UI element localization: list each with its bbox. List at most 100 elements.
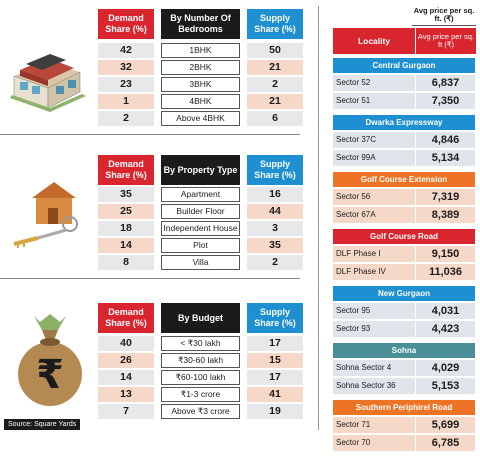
supply-share-cell: 19 — [247, 404, 303, 419]
locality-row: Sector 51 7,350 — [333, 93, 475, 109]
category-cell: 1BHK — [161, 43, 240, 58]
supply-share-cell: 50 — [247, 43, 303, 58]
locality-name: Sector 95 — [336, 306, 371, 315]
supply-share-cell: 17 — [247, 370, 303, 385]
locality-price: 4,423 — [415, 321, 475, 337]
group-title: Sohna — [333, 343, 475, 358]
house-model-icon — [10, 54, 86, 112]
supply-share-cell: 17 — [247, 336, 303, 351]
budget-demand-header: Demand Share (%) — [98, 303, 154, 333]
demand-share-cell: 14 — [98, 238, 154, 253]
rupee-money-bag-icon: ₹ — [18, 314, 82, 406]
table-row: 32 2BHK 21 — [98, 60, 303, 75]
locality-price: 6,785 — [415, 435, 475, 451]
demand-share-cell: 26 — [98, 353, 154, 368]
category-cell: Above 4BHK — [161, 111, 240, 126]
locality-row: Sector 71 5,699 — [333, 417, 475, 433]
locality-row: Sohna Sector 4 4,029 — [333, 360, 475, 376]
locality-name: Sohna Sector 36 — [336, 381, 396, 390]
price-table-header: Locality Avg price per sq. ft (₹) — [333, 28, 476, 54]
section-divider — [0, 278, 300, 279]
locality-group: New Gurgaon Sector 95 4,031 Sector 93 4,423 — [333, 286, 475, 337]
category-cell: ₹30-60 lakh — [161, 353, 240, 368]
property-type-table: 35 Apartment 16 25 Builder Floor 44 18 Independ… — [98, 187, 303, 272]
bedrooms-supply-header: Supply Share (%) — [247, 9, 303, 39]
vertical-divider — [318, 6, 319, 430]
locality-name: Sector 37C — [336, 135, 377, 144]
price-header: Avg price per sq. ft (₹) — [415, 28, 476, 54]
demand-share-cell: 42 — [98, 43, 154, 58]
locality-group: Sohna Sohna Sector 4 4,029 Sohna Sector 36 5… — [333, 343, 475, 394]
table-row: 13 ₹1-3 crore 41 — [98, 387, 303, 402]
category-cell: Villa — [161, 255, 240, 270]
avg-price-caption: Avg price per sq. ft. (₹) — [412, 7, 476, 26]
table-row: 7 Above ₹3 crore 19 — [98, 404, 303, 419]
locality-group: Central Gurgaon Sector 52 6,837 Sector 51 7,… — [333, 58, 475, 109]
locality-price: 7,350 — [415, 93, 475, 109]
locality-row: Sector 70 6,785 — [333, 435, 475, 451]
supply-share-cell: 6 — [247, 111, 303, 126]
locality-name: DLF Phase I — [336, 249, 381, 258]
supply-share-cell: 2 — [247, 255, 303, 270]
category-cell: Apartment — [161, 187, 240, 202]
locality-row: Sohna Sector 36 5,153 — [333, 378, 475, 394]
table-row: 1 4BHK 21 — [98, 94, 303, 109]
demand-share-cell: 8 — [98, 255, 154, 270]
locality-row: DLF Phase IV 11,036 — [333, 264, 475, 280]
locality-row: Sector 56 7,319 — [333, 189, 475, 205]
locality-group: Golf Course Road DLF Phase I 9,150 DLF Phas… — [333, 229, 475, 280]
section-divider — [0, 134, 300, 135]
locality-name: Sector 71 — [336, 420, 371, 429]
locality-price: 5,153 — [415, 378, 475, 394]
demand-share-cell: 23 — [98, 77, 154, 92]
demand-share-cell: 1 — [98, 94, 154, 109]
locality-price: 4,031 — [415, 303, 475, 319]
locality-group: Southern Periphirel Road Sector 71 5,699 Se… — [333, 400, 475, 451]
table-row: 42 1BHK 50 — [98, 43, 303, 58]
demand-share-cell: 25 — [98, 204, 154, 219]
group-title: Golf Course Road — [333, 229, 475, 244]
group-title: New Gurgaon — [333, 286, 475, 301]
supply-share-cell: 15 — [247, 353, 303, 368]
demand-share-cell: 40 — [98, 336, 154, 351]
locality-row: DLF Phase I 9,150 — [333, 246, 475, 262]
source-label: Source: Square Yards — [4, 419, 81, 430]
category-cell: Independent House — [161, 221, 240, 236]
locality-price: 7,319 — [415, 189, 475, 205]
demand-share-cell: 2 — [98, 111, 154, 126]
category-cell: 2BHK — [161, 60, 240, 75]
group-title: Golf Course Extension — [333, 172, 475, 187]
bedrooms-demand-header: Demand Share (%) — [98, 9, 154, 39]
category-cell: Plot — [161, 238, 240, 253]
locality-header: Locality — [357, 36, 391, 46]
locality-name: Sohna Sector 4 — [336, 363, 392, 372]
locality-row: Sector 95 4,031 — [333, 303, 475, 319]
locality-price: 6,837 — [415, 75, 475, 91]
table-row: 40 < ₹30 lakh 17 — [98, 336, 303, 351]
locality-name: Sector 56 — [336, 192, 371, 201]
house-key-icon — [13, 182, 78, 248]
locality-price: 4,029 — [415, 360, 475, 376]
bedrooms-category-header: By Number Of Bedrooms — [161, 9, 240, 39]
supply-share-cell: 21 — [247, 94, 303, 109]
property-demand-header: Demand Share (%) — [98, 155, 154, 185]
budget-table: 40 < ₹30 lakh 17 26 ₹30-60 lakh 15 14 ₹60-100 l… — [98, 336, 303, 421]
locality-row: Sector 99A 5,134 — [333, 150, 475, 166]
locality-name: Sector 51 — [336, 96, 371, 105]
table-row: 18 Independent House 3 — [98, 221, 303, 236]
locality-row: Sector 52 6,837 — [333, 75, 475, 91]
table-row: 26 ₹30-60 lakh 15 — [98, 353, 303, 368]
table-row: 35 Apartment 16 — [98, 187, 303, 202]
category-cell: 3BHK — [161, 77, 240, 92]
category-cell: < ₹30 lakh — [161, 336, 240, 351]
locality-price: 8,389 — [415, 207, 475, 223]
locality-group: Dwarka Expressway Sector 37C 4,846 Sector 9… — [333, 115, 475, 166]
demand-share-cell: 7 — [98, 404, 154, 419]
locality-row: Sector 67A 8,389 — [333, 207, 475, 223]
category-cell: Builder Floor — [161, 204, 240, 219]
locality-price: 5,134 — [415, 150, 475, 166]
locality-name: Sector 70 — [336, 438, 371, 447]
locality-price: 11,036 — [415, 264, 475, 280]
svg-text:₹: ₹ — [36, 352, 64, 398]
locality-name: Sector 93 — [336, 324, 371, 333]
